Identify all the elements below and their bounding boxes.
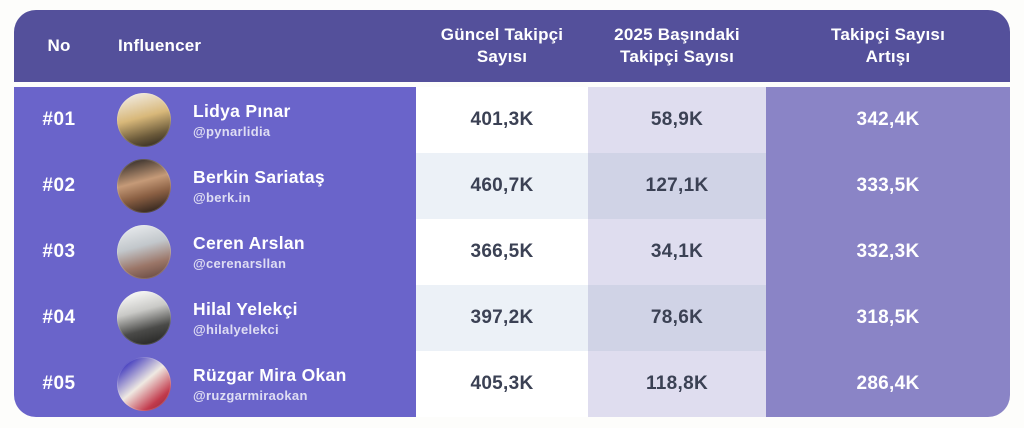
rank-badge: #03 xyxy=(14,219,104,285)
influencer-name: Lidya Pınar xyxy=(193,101,291,122)
table-row: #04 Hilal Yelekçi @hilalyelekci 397,2K 7… xyxy=(14,285,1010,351)
start-2025-followers-value: 127,1K xyxy=(588,153,766,219)
table-row: #05 Rüzgar Mira Okan @ruzgarmiraokan 405… xyxy=(14,351,1010,417)
current-followers-value: 401,3K xyxy=(416,87,588,153)
avatar xyxy=(117,93,171,147)
avatar xyxy=(117,291,171,345)
column-header-follower-growth: Takipçi Sayısı Artışı xyxy=(831,24,945,66)
influencer-cell: Berkin Sariataş @berk.in xyxy=(104,153,416,219)
influencer-cell: Rüzgar Mira Okan @ruzgarmiraokan xyxy=(104,351,416,417)
table-header-row: No Influencer Güncel Takipçi Sayısı 2025… xyxy=(14,10,1010,82)
start-2025-followers-value: 34,1K xyxy=(588,219,766,285)
current-followers-value: 397,2K xyxy=(416,285,588,351)
table-row: #01 Lidya Pınar @pynarlidia 401,3K 58,9K… xyxy=(14,87,1010,153)
influencer-name: Rüzgar Mira Okan xyxy=(193,365,347,386)
column-header-influencer: Influencer xyxy=(118,35,202,55)
avatar xyxy=(117,357,171,411)
table-body: #01 Lidya Pınar @pynarlidia 401,3K 58,9K… xyxy=(14,87,1010,417)
rank-badge: #04 xyxy=(14,285,104,351)
rank-badge: #02 xyxy=(14,153,104,219)
follower-growth-value: 332,3K xyxy=(766,219,1010,285)
influencer-handle: @hilalyelekci xyxy=(193,321,279,337)
table-row: #03 Ceren Arslan @cerenarsllan 366,5K 34… xyxy=(14,219,1010,285)
avatar xyxy=(117,159,171,213)
influencer-handle: @berk.in xyxy=(193,189,251,205)
current-followers-value: 366,5K xyxy=(416,219,588,285)
follower-growth-value: 318,5K xyxy=(766,285,1010,351)
current-followers-value: 405,3K xyxy=(416,351,588,417)
influencer-cell: Ceren Arslan @cerenarsllan xyxy=(104,219,416,285)
influencer-handle: @cerenarsllan xyxy=(193,255,287,271)
current-followers-value: 460,7K xyxy=(416,153,588,219)
rank-badge: #05 xyxy=(14,351,104,417)
table-row: #02 Berkin Sariataş @berk.in 460,7K 127,… xyxy=(14,153,1010,219)
influencer-handle: @pynarlidia xyxy=(193,123,271,139)
column-header-start-2025-followers: 2025 Başındaki Takipçi Sayısı xyxy=(614,24,740,66)
influencer-name: Hilal Yelekçi xyxy=(193,299,298,320)
influencer-handle: @ruzgarmiraokan xyxy=(193,387,308,403)
follower-growth-value: 342,4K xyxy=(766,87,1010,153)
follower-growth-value: 286,4K xyxy=(766,351,1010,417)
start-2025-followers-value: 58,9K xyxy=(588,87,766,153)
column-header-current-followers: Güncel Takipçi Sayısı xyxy=(440,24,564,66)
influencer-cell: Hilal Yelekçi @hilalyelekci xyxy=(104,285,416,351)
start-2025-followers-value: 78,6K xyxy=(588,285,766,351)
start-2025-followers-value: 118,8K xyxy=(588,351,766,417)
follower-growth-value: 333,5K xyxy=(766,153,1010,219)
avatar xyxy=(117,225,171,279)
influencer-leaderboard-table: No Influencer Güncel Takipçi Sayısı 2025… xyxy=(14,10,1010,417)
influencer-name: Berkin Sariataş xyxy=(193,167,325,188)
influencer-cell: Lidya Pınar @pynarlidia xyxy=(104,87,416,153)
rank-badge: #01 xyxy=(14,87,104,153)
column-header-no: No xyxy=(47,35,71,55)
influencer-name: Ceren Arslan xyxy=(193,233,305,254)
